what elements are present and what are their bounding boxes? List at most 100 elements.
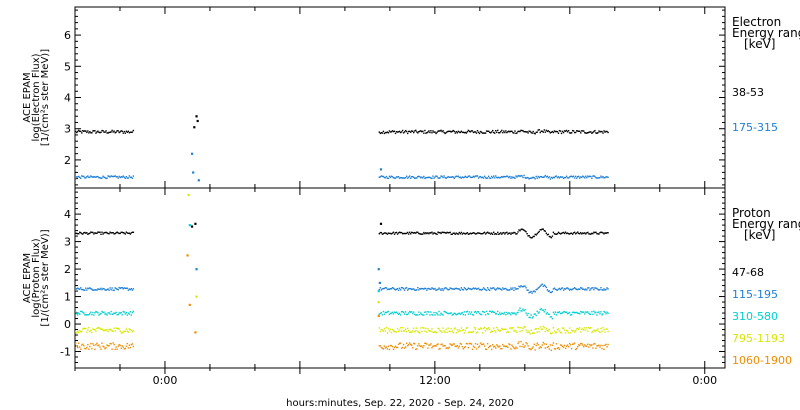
data-point	[411, 175, 413, 178]
data-point	[516, 347, 518, 349]
data-point	[602, 344, 604, 347]
data-point	[445, 131, 447, 134]
data-point	[563, 288, 566, 290]
data-point	[525, 131, 527, 133]
data-point	[557, 288, 560, 290]
data-point	[95, 330, 97, 332]
data-point	[80, 310, 82, 313]
data-point	[91, 347, 93, 350]
data-point	[453, 130, 455, 133]
data-point	[87, 130, 89, 132]
data-point	[78, 175, 80, 178]
data-point	[408, 175, 411, 177]
data-point	[407, 344, 410, 346]
data-point	[466, 232, 469, 234]
data-point	[474, 310, 477, 313]
data-point	[394, 331, 397, 333]
data-point	[544, 330, 547, 333]
data-point	[491, 344, 494, 346]
data-point	[522, 308, 524, 310]
data-point	[402, 177, 405, 179]
data-point	[586, 289, 588, 291]
series-47-68	[75, 222, 609, 239]
data-point	[441, 331, 443, 334]
data-point	[386, 332, 389, 334]
data-point	[525, 329, 527, 331]
data-point	[464, 288, 467, 290]
data-point	[380, 312, 383, 314]
data-point	[559, 233, 562, 235]
data-point	[467, 233, 470, 235]
data-point	[487, 130, 490, 132]
data-point	[388, 130, 391, 132]
data-point	[426, 289, 428, 291]
data-point	[514, 329, 516, 332]
data-point	[122, 132, 124, 134]
data-point	[491, 330, 494, 333]
data-point	[533, 290, 535, 292]
data-point	[435, 311, 437, 314]
data-point	[445, 177, 447, 179]
data-point	[411, 331, 413, 333]
data-point	[563, 344, 566, 347]
data-point	[534, 133, 536, 135]
data-point	[597, 311, 599, 314]
data-point	[84, 177, 86, 179]
data-point	[537, 175, 539, 178]
data-point	[422, 177, 424, 179]
data-point	[515, 346, 517, 348]
data-point	[504, 328, 506, 330]
data-point	[424, 330, 426, 332]
data-point	[390, 233, 393, 235]
data-point	[75, 289, 77, 292]
data-point	[535, 175, 537, 178]
data-point	[391, 311, 394, 314]
data-point	[564, 347, 567, 350]
data-point	[443, 231, 445, 234]
data-point	[572, 311, 575, 313]
data-point	[551, 235, 554, 237]
data-point	[415, 329, 417, 332]
data-point	[593, 343, 595, 345]
data-point	[384, 347, 387, 349]
data-point	[533, 235, 535, 238]
data-point	[570, 232, 573, 234]
data-point	[480, 328, 483, 330]
data-point	[113, 289, 115, 291]
data-point	[498, 176, 500, 179]
data-point	[404, 232, 407, 235]
data-point	[122, 288, 124, 290]
data-point	[447, 347, 449, 350]
data-point	[517, 288, 519, 290]
data-point	[504, 131, 506, 134]
data-point	[416, 348, 418, 350]
data-point	[401, 287, 404, 289]
data-point	[541, 283, 543, 285]
data-point	[400, 287, 403, 289]
data-point	[551, 317, 554, 320]
data-point	[525, 177, 527, 179]
data-point	[92, 311, 94, 314]
data-point	[90, 311, 92, 313]
data-point	[99, 313, 101, 315]
data-point	[453, 288, 455, 290]
data-point	[490, 330, 493, 333]
data-point	[453, 328, 455, 330]
data-point	[442, 289, 444, 292]
data-point	[486, 130, 489, 132]
data-point	[562, 311, 565, 313]
data-point	[478, 345, 481, 347]
data-point	[542, 285, 544, 288]
data-point	[89, 312, 91, 315]
data-point	[522, 228, 524, 231]
data-point	[565, 345, 568, 347]
data-point	[410, 331, 412, 333]
data-point	[441, 231, 443, 234]
data-point	[129, 131, 132, 133]
data-point	[501, 327, 503, 330]
data-point	[381, 329, 384, 331]
data-point	[433, 311, 435, 314]
data-point	[386, 177, 389, 179]
data-point	[408, 310, 411, 313]
data-point	[388, 232, 391, 235]
